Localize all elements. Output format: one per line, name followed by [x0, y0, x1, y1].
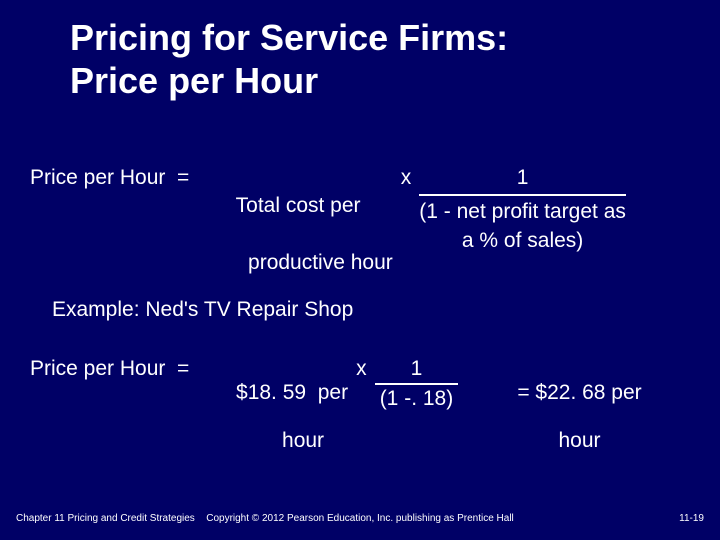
formula-fraction: 1 (1 - net profit target as a % of sales… [419, 164, 626, 255]
cost2-line1: $18. 59 per [236, 381, 348, 404]
formula-lhs: Price per Hour [30, 164, 165, 192]
formula-general: Price per Hour = Total cost per producti… [30, 164, 626, 306]
formula2-cost-term: $18. 59 per hour [201, 357, 348, 477]
formula2-eq: = [165, 357, 201, 381]
formula-example: Price per Hour = $18. 59 per hour x 1 (1… [30, 357, 642, 477]
formula-denominator: (1 - net profit target as a % of sales) [419, 196, 626, 255]
formula2-lhs: Price per Hour [30, 357, 165, 381]
result-line1: = $22. 68 per [517, 381, 641, 404]
title-line2: Price per Hour [70, 59, 508, 102]
formula2-result: = $22. 68 per hour [482, 357, 641, 477]
slide-title: Pricing for Service Firms: Price per Hou… [70, 16, 508, 102]
example-label: Example: Ned's TV Repair Shop [52, 298, 353, 322]
den-line2: a % of sales) [462, 229, 583, 252]
formula-multiply: x [393, 164, 420, 192]
formula2-denominator: (1 -. 18) [375, 385, 459, 411]
formula-numerator: 1 [419, 164, 626, 196]
title-line1: Pricing for Service Firms: [70, 16, 508, 59]
cost-line2: productive hour [236, 251, 393, 274]
result-line2: hour [558, 429, 600, 452]
formula2-numerator: 1 [375, 357, 459, 385]
cost2-line2: hour [236, 429, 324, 452]
formula2-multiply: x [348, 357, 375, 381]
formula2-fraction: 1 (1 -. 18) [375, 357, 459, 411]
den-line1: (1 - net profit target as [419, 200, 626, 223]
cost-line1: Total cost per [236, 194, 361, 217]
formula-cost-term: Total cost per productive hour [201, 164, 393, 306]
footer-page-number: 11-19 [679, 513, 704, 524]
footer-copyright: Copyright © 2012 Pearson Education, Inc.… [0, 513, 720, 524]
formula-eq: = [165, 164, 201, 192]
